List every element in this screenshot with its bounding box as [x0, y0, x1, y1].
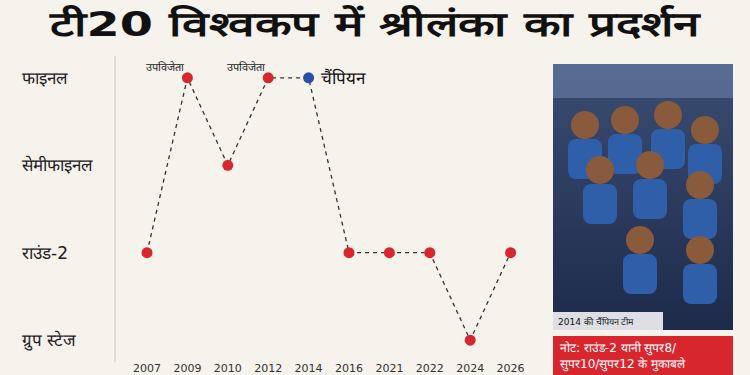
photo-figure — [636, 151, 664, 179]
y-tick-label: ग्रुप स्टेज — [22, 330, 76, 351]
photo-figure — [626, 226, 654, 254]
x-tick-label: 2007 — [133, 362, 161, 375]
y-tick-label: राउंड-2 — [22, 243, 68, 263]
annotation: उपविजेता — [146, 61, 184, 74]
point — [263, 72, 274, 83]
photo-figure — [623, 254, 657, 294]
point — [465, 335, 476, 346]
title: टी20 विश्वकप में श्रीलंका का प्रदर्शन — [49, 4, 702, 44]
photo-figure — [571, 111, 599, 139]
background — [0, 0, 750, 375]
photo-figure — [633, 179, 667, 219]
photo-figure — [686, 236, 714, 264]
y-tick-label: सेमीफाइनल — [22, 155, 93, 175]
x-tick-label: 2014 — [295, 362, 323, 375]
line — [147, 78, 511, 340]
x-tick-label: 2024 — [456, 362, 484, 375]
photo-figure — [691, 116, 719, 144]
note-box — [553, 336, 733, 375]
annotation: चैंपियन — [321, 68, 366, 88]
point — [222, 160, 233, 171]
caption-bg — [553, 312, 663, 330]
chart-root: टी20 विश्वकप में श्रीलंका का प्रदर्शन ग्र… — [0, 0, 750, 375]
x-tick-label: 2021 — [375, 362, 403, 375]
note-text: नोट: राउंड-2 यानी सुपर8/ — [560, 341, 677, 356]
x-tick-label: 2010 — [214, 362, 242, 375]
photo: 2014 की चैंपियन टीम — [553, 64, 733, 330]
photo-caption: 2014 की चैंपियन टीम — [558, 316, 634, 327]
note-text: सुपर10/सुपर12 के मुकाबले — [560, 357, 686, 372]
photo-figure — [583, 184, 617, 224]
x-tick-label: 2026 — [497, 362, 525, 375]
plot-area — [142, 72, 517, 345]
point — [303, 72, 314, 83]
point — [142, 247, 153, 258]
photo-banner — [553, 64, 733, 98]
point — [424, 247, 435, 258]
point — [505, 247, 516, 258]
x-tick-label: 2016 — [335, 362, 363, 375]
x-tick-label: 2009 — [173, 362, 201, 375]
photo-figure — [683, 199, 717, 239]
point — [384, 247, 395, 258]
photo-figure — [654, 101, 682, 129]
point — [344, 247, 355, 258]
y-tick-label: फाइनल — [22, 68, 68, 88]
photo-figure — [683, 264, 717, 304]
photo-figure — [686, 171, 714, 199]
y-axis-line — [115, 56, 116, 362]
x-tick-label: 2022 — [416, 362, 444, 375]
photo-figure — [611, 106, 639, 134]
photo-figure — [586, 156, 614, 184]
x-tick-label: 2012 — [254, 362, 282, 375]
point — [182, 72, 193, 83]
annotation: उपविजेता — [227, 61, 265, 74]
photo-bg — [553, 64, 733, 330]
